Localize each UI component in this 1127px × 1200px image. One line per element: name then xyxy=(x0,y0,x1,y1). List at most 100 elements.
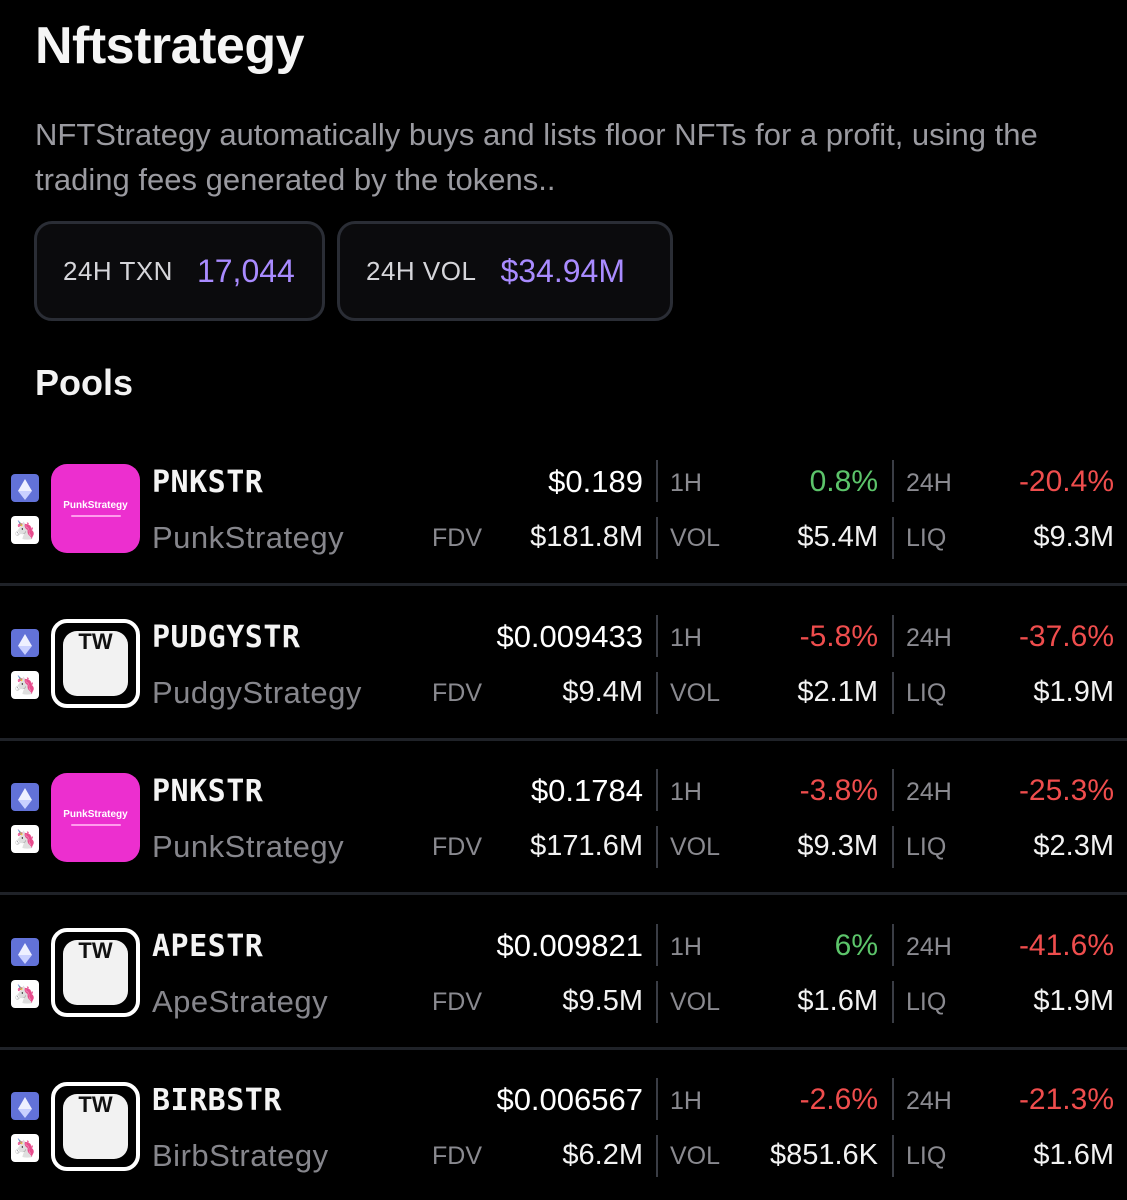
pool-liquidity: $1.6M xyxy=(1033,1139,1114,1171)
24h-label: 24H xyxy=(906,933,952,961)
pool-price: $0.1784 xyxy=(530,773,643,808)
pool-row[interactable]: 🦄 TW PUDGYSTR PudgyStrategy $0.009433 FD… xyxy=(0,588,1127,741)
divider xyxy=(656,517,658,559)
1h-label: 1H xyxy=(670,469,702,497)
pool-row[interactable]: 🦄 TW APESTR ApeStrategy $0.009821 FDV $9… xyxy=(0,897,1127,1050)
stat-value: 17,044 xyxy=(196,252,295,289)
ethereum-icon xyxy=(11,474,39,502)
change-1h: -2.6% xyxy=(799,1083,878,1116)
stat-value: $34.94M xyxy=(500,252,625,289)
pool-price: $0.189 xyxy=(548,464,643,499)
pool-symbol: PUDGYSTR xyxy=(152,620,301,655)
page-title: Nftstrategy xyxy=(35,17,305,75)
pool-fdv: $181.8M xyxy=(530,521,643,553)
pool-symbol: PNKSTR xyxy=(152,774,264,809)
change-1h: 0.8% xyxy=(809,465,878,498)
divider xyxy=(656,1078,658,1120)
ethereum-icon xyxy=(11,783,39,811)
divider xyxy=(892,517,894,559)
divider xyxy=(892,1135,894,1177)
stat-label: 24H TXN xyxy=(63,255,173,286)
fdv-label: FDV xyxy=(432,988,482,1016)
pool-symbol: APESTR xyxy=(152,929,264,964)
divider xyxy=(892,672,894,714)
uniswap-icon: 🦄 xyxy=(11,1134,39,1162)
vol-label: VOL xyxy=(670,679,721,707)
pool-liquidity: $1.9M xyxy=(1033,676,1114,708)
uniswap-icon: 🦄 xyxy=(11,516,39,544)
row-divider xyxy=(0,738,1127,741)
pool-name: ApeStrategy xyxy=(152,984,329,1019)
liq-label: LIQ xyxy=(906,988,947,1016)
divider xyxy=(892,924,894,966)
logo-text: PunkStrategy xyxy=(63,500,128,511)
pool-row[interactable]: 🦄 PunkStrategy PNKSTR PunkStrategy $0.17… xyxy=(0,742,1127,895)
change-24h: -20.4% xyxy=(1018,465,1114,498)
change-24h: -37.6% xyxy=(1018,620,1114,653)
pool-name: PunkStrategy xyxy=(152,520,345,555)
vol-label: VOL xyxy=(670,988,721,1016)
divider xyxy=(656,826,658,868)
pool-volume: $1.6M xyxy=(797,985,878,1017)
24h-label: 24H xyxy=(906,624,952,652)
vol-label: VOL xyxy=(670,524,721,552)
divider xyxy=(892,826,894,868)
ethereum-icon xyxy=(11,629,39,657)
divider xyxy=(892,1078,894,1120)
pool-name: PunkStrategy xyxy=(152,829,345,864)
row-divider xyxy=(0,583,1127,586)
pool-volume: $9.3M xyxy=(797,830,878,862)
fdv-label: FDV xyxy=(432,679,482,707)
1h-label: 1H xyxy=(670,933,702,961)
divider xyxy=(656,615,658,657)
divider xyxy=(656,981,658,1023)
section-title-pools: Pools xyxy=(35,362,134,403)
vol-label: VOL xyxy=(670,1142,721,1170)
pool-logo: TW xyxy=(51,928,140,1017)
pool-fdv: $9.4M xyxy=(562,676,643,708)
pool-volume: $851.6K xyxy=(769,1139,878,1171)
page-description: NFTStrategy automatically buys and lists… xyxy=(35,117,1038,197)
1h-label: 1H xyxy=(670,778,702,806)
ethereum-icon xyxy=(11,938,39,966)
pool-price: $0.009821 xyxy=(496,928,643,963)
ethereum-icon xyxy=(11,1092,39,1120)
liq-label: LIQ xyxy=(906,679,947,707)
uniswap-icon: 🦄 xyxy=(11,980,39,1008)
divider xyxy=(892,769,894,811)
pool-name: BirbStrategy xyxy=(152,1138,329,1173)
change-1h: -3.8% xyxy=(799,774,878,807)
fdv-label: FDV xyxy=(432,524,482,552)
pool-volume: $2.1M xyxy=(797,676,878,708)
vol-label: VOL xyxy=(670,833,721,861)
change-1h: 6% xyxy=(834,929,878,962)
pool-volume: $5.4M xyxy=(797,521,878,553)
pool-liquidity: $1.9M xyxy=(1033,985,1114,1017)
logo-text: TW xyxy=(78,1092,113,1117)
pool-name: PudgyStrategy xyxy=(152,675,362,710)
fdv-label: FDV xyxy=(432,833,482,861)
uniswap-icon: 🦄 xyxy=(11,825,39,853)
24h-label: 24H xyxy=(906,1087,952,1115)
pool-price: $0.009433 xyxy=(496,619,643,654)
change-1h: -5.8% xyxy=(799,620,878,653)
divider xyxy=(656,769,658,811)
pool-row[interactable]: 🦄 PunkStrategy PNKSTR PunkStrategy $0.18… xyxy=(0,433,1127,586)
liq-label: LIQ xyxy=(906,1142,947,1170)
pool-price: $0.006567 xyxy=(496,1082,643,1117)
fdv-label: FDV xyxy=(432,1142,482,1170)
pool-symbol: PNKSTR xyxy=(152,465,264,500)
divider xyxy=(656,1135,658,1177)
divider xyxy=(892,981,894,1023)
liq-label: LIQ xyxy=(906,833,947,861)
uniswap-icon: 🦄 xyxy=(11,671,39,699)
logo-text: TW xyxy=(78,629,113,654)
pool-row[interactable]: 🦄 TW BIRBSTR BirbStrategy $0.006567 FDV … xyxy=(0,1051,1127,1200)
pool-fdv: $171.6M xyxy=(530,830,643,862)
divider xyxy=(656,924,658,966)
change-24h: -21.3% xyxy=(1018,1083,1114,1116)
stat-label: 24H VOL xyxy=(366,255,477,286)
divider xyxy=(656,672,658,714)
change-24h: -41.6% xyxy=(1018,929,1114,962)
24h-label: 24H xyxy=(906,469,952,497)
